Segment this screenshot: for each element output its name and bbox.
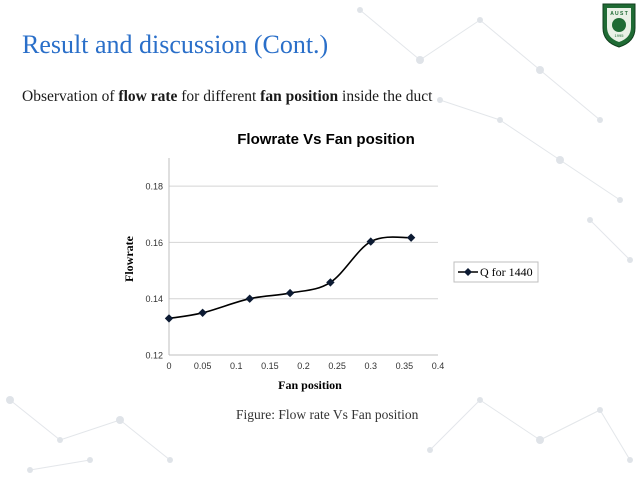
x-tick-label: 0.1 [230,361,243,371]
data-point [366,237,375,246]
subtitle-part: Observation of [22,88,119,105]
y-tick-label: 0.18 [145,182,163,192]
data-point [406,233,416,242]
x-tick-label: 0 [166,361,171,371]
x-axis-label: Fan position [278,378,342,392]
series-line [168,236,412,320]
legend-label: Q for 1440 [480,265,533,279]
y-tick-label: 0.14 [145,294,163,304]
slide-title: Result and discussion (Cont.) [22,30,329,59]
logo-year: 1995 [615,33,625,38]
data-point [198,308,207,317]
x-tick-label: 0.3 [364,361,377,371]
y-tick-label: 0.12 [145,351,163,361]
chart-legend: Q for 1440 [453,261,539,283]
x-tick-label: 0.4 [432,361,445,371]
data-point [164,314,174,323]
chart-title: Flowrate Vs Fan position [237,131,415,148]
x-tick-label: 0.35 [396,361,414,371]
subtitle-bold-flow-rate: flow rate [118,88,178,105]
aust-logo: A U S T 1995 [602,3,636,48]
logo-text: A U S T [610,11,628,17]
data-point [285,288,295,298]
data-point [326,278,335,287]
y-tick-label: 0.16 [145,238,163,248]
legend-marker [464,268,472,276]
subtitle-part: inside the duct [338,88,433,105]
figure-caption: Figure: Flow rate Vs Fan position [236,407,419,422]
slide-subtitle: Observation of flow rate for different f… [22,88,432,106]
x-tick-label: 0.2 [297,361,310,371]
x-tick-label: 0.05 [194,361,212,371]
subtitle-bold-fan-position: fan position [260,88,339,105]
data-point [245,294,254,303]
y-axis-label: Flowrate [122,235,136,282]
x-tick-label: 0.25 [328,361,346,371]
subtitle-part: for different [177,88,261,105]
x-tick-label: 0.15 [261,361,279,371]
